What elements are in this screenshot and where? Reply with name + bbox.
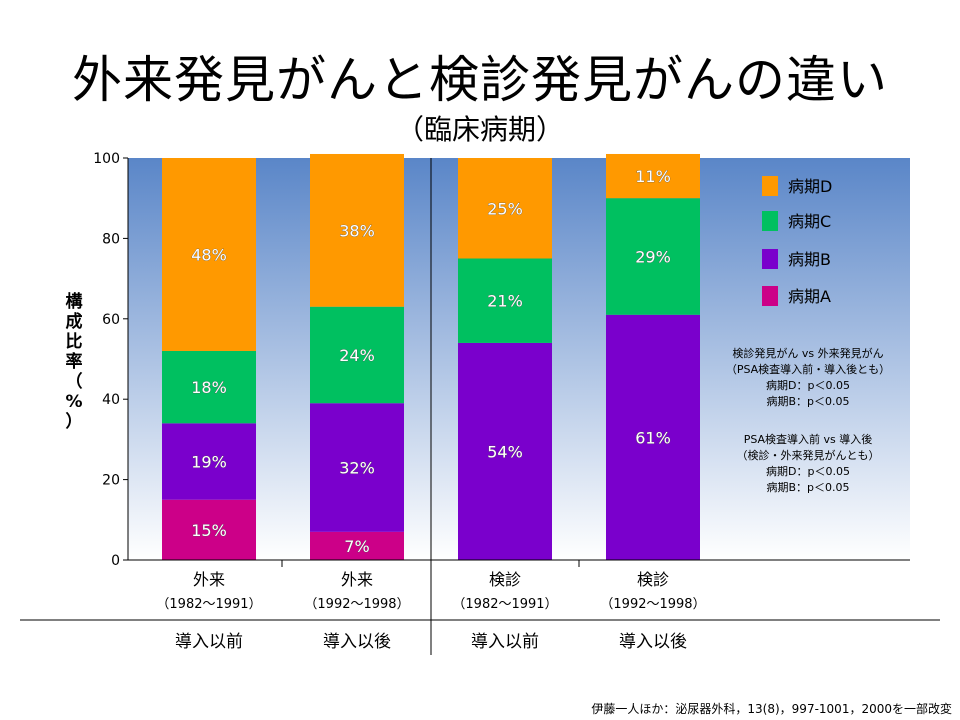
stat-note-line: 病期D：p＜0.05 [766, 464, 850, 478]
x-category-period: （1982〜1991） [452, 597, 557, 612]
legend-label: 病期D [788, 177, 832, 196]
stat-note-line: 病期B：p＜0.05 [766, 480, 849, 494]
x-category-label: 外来 [193, 570, 225, 589]
bar-data-label: 38% [339, 221, 375, 240]
y-axis-label-char: ） [65, 412, 83, 432]
page-subtitle: （臨床病期） [395, 113, 564, 146]
bar-segment-stageC [606, 198, 700, 315]
legend-swatch-stageA [762, 286, 778, 306]
y-tick-label: 20 [102, 473, 120, 489]
bar-segment-stageD [310, 153, 404, 307]
bar-data-label: 18% [191, 378, 227, 397]
bar-data-label: 21% [487, 292, 523, 311]
bar-data-label: 32% [339, 459, 375, 478]
bar-segment-stageC [458, 258, 552, 343]
x-category-label: 検診 [489, 570, 521, 589]
legend-label: 病期B [788, 250, 831, 269]
legend-swatch-stageD [762, 176, 778, 196]
bar-data-label: 19% [191, 453, 227, 472]
legend-label: 病期C [788, 212, 831, 231]
bar-data-label: 48% [191, 245, 227, 264]
x-group-label: 導入以前 [175, 632, 243, 652]
bar-segment-stageB [310, 403, 404, 532]
bar-data-label: 25% [487, 199, 523, 218]
y-tick-label: 80 [102, 231, 120, 247]
x-group-label: 導入以後 [323, 632, 391, 652]
bar-segment-stageA [310, 531, 404, 560]
bar-segment-stageB [458, 342, 552, 560]
y-axis-label-char: 構 [65, 292, 83, 312]
y-tick-label: 40 [102, 392, 120, 408]
y-axis-label: 構成比率（%） [60, 292, 88, 432]
bar-data-label: 11% [635, 167, 671, 186]
legend-label: 病期A [788, 287, 831, 306]
y-tick-label: 100 [93, 151, 120, 167]
x-category-period: （1982〜1991） [156, 597, 261, 612]
stat-note-line: 病期D：p＜0.05 [766, 378, 850, 392]
bar-segment-stageA [162, 499, 256, 560]
stat-note-line: 病期B：p＜0.05 [766, 394, 849, 408]
x-category-period: （1992〜1998） [304, 597, 409, 612]
y-axis-label-char: 成 [65, 312, 83, 332]
x-category-label: 外来 [341, 570, 373, 589]
bar-segment-stageC [162, 350, 256, 424]
bar-segment-stageB [606, 314, 700, 560]
bar-data-label: 7% [344, 537, 369, 556]
y-axis-label-char: % [65, 392, 83, 412]
bar-segment-stageD [606, 153, 700, 199]
bar-segment-stageD [458, 158, 552, 259]
stat-note-line: （PSA検査導入前・導入後とも） [726, 362, 890, 376]
x-category-period: （1992〜1998） [600, 597, 705, 612]
stat-note-line: （検診・外来発見がんとも） [737, 448, 880, 462]
legend-swatch-stageC [762, 211, 778, 231]
page-title: 外来発見がんと検診発見がんの違い [72, 51, 888, 109]
citation: 伊藤一人ほか：泌尿器外科，13(8)，997-1001，2000を一部改変 [591, 702, 952, 716]
x-category-label: 検診 [637, 570, 669, 589]
y-tick-label: 0 [111, 553, 120, 569]
y-axis-label-char: 率 [65, 352, 83, 372]
legend-swatch-stageB [762, 249, 778, 269]
bar-data-label: 29% [635, 247, 671, 266]
bar-segment-stageD [162, 158, 256, 351]
stat-note-line: 検診発見がん vs 外来発見がん [732, 346, 883, 360]
stat-note-line: PSA検査導入前 vs 導入後 [744, 432, 873, 446]
y-axis-label-char: （ [65, 372, 83, 392]
y-axis-label-char: 比 [65, 332, 83, 352]
bar-data-label: 54% [487, 442, 523, 461]
bar-segment-stageC [310, 306, 404, 404]
y-tick-label: 60 [102, 312, 120, 328]
bar-data-label: 61% [635, 428, 671, 447]
bar-data-label: 24% [339, 346, 375, 365]
bar-segment-stageB [162, 423, 256, 500]
x-group-label: 導入以前 [471, 632, 539, 652]
x-group-label: 導入以後 [619, 632, 687, 652]
bar-data-label: 15% [191, 521, 227, 540]
